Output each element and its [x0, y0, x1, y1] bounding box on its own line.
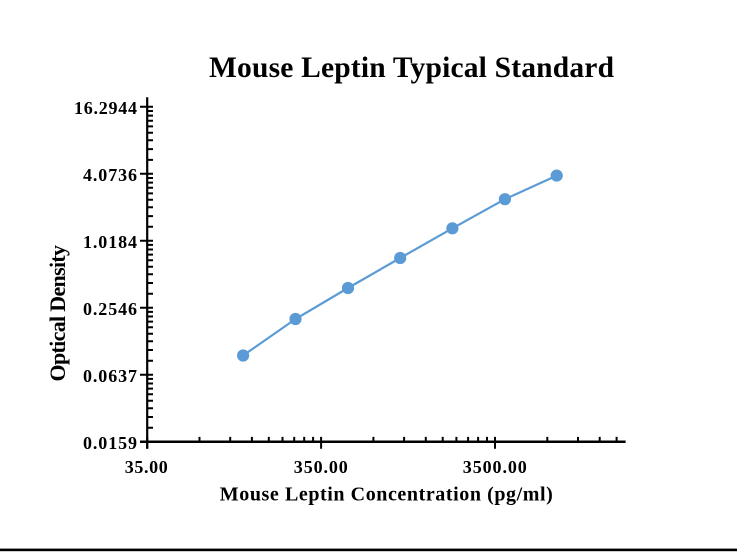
svg-text:1.0184: 1.0184: [83, 232, 137, 252]
svg-text:0.0159: 0.0159: [83, 433, 137, 453]
svg-text:3500.00: 3500.00: [463, 457, 527, 477]
svg-text:Mouse Leptin Typical Standard: Mouse Leptin Typical Standard: [209, 52, 615, 84]
svg-text:4.0736: 4.0736: [83, 165, 137, 185]
svg-text:Optical Density: Optical Density: [45, 245, 70, 382]
svg-text:0.0637: 0.0637: [83, 366, 137, 386]
svg-text:35.00: 35.00: [125, 457, 168, 477]
svg-text:350.00: 350.00: [294, 457, 348, 477]
svg-text:Mouse Leptin Concentration (pg: Mouse Leptin Concentration (pg/ml): [220, 483, 553, 505]
svg-text:0.2546: 0.2546: [83, 299, 137, 319]
svg-text:16.2944: 16.2944: [74, 98, 137, 118]
